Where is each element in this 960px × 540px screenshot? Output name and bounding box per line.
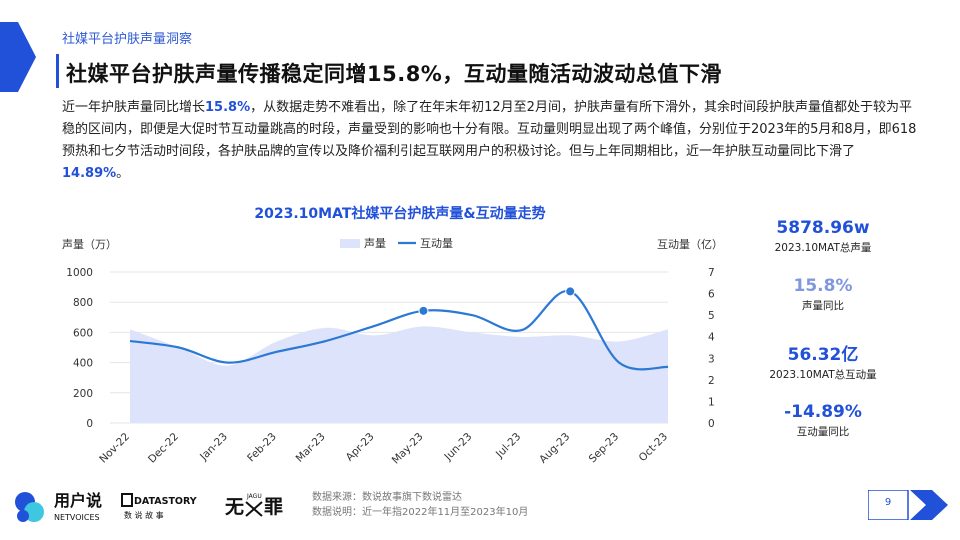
legend-label-interaction: 互动量 bbox=[420, 237, 453, 250]
footer-logos: 用户说 NETVOICES DATASTORY 数 说 故 事 无 JAGU 罪 bbox=[15, 491, 283, 522]
x-tick-label: May-23 bbox=[390, 431, 426, 467]
corner-decoration bbox=[0, 22, 36, 92]
section-label: 社媒平台护肤声量洞察 bbox=[62, 32, 193, 47]
kpi-value: 56.32亿 bbox=[787, 345, 859, 365]
y-tick-right: 7 bbox=[708, 267, 715, 279]
summary-highlight-interaction: 14.89% bbox=[62, 166, 117, 181]
x-tick-label: Mar-23 bbox=[294, 431, 328, 465]
note-line: 数据说明：近一年指2022年11月至2023年10月 bbox=[312, 507, 529, 518]
summary-part: 近一年护肤声量同比增长 bbox=[62, 100, 206, 115]
kpi-label: 2023.10MAT总互动量 bbox=[769, 369, 877, 381]
wuxie-logo-small: JAGU bbox=[246, 493, 262, 500]
y-tick-right: 3 bbox=[708, 353, 715, 365]
datastory-en: DATASTORY bbox=[134, 496, 197, 507]
datastory-logo-icon bbox=[121, 493, 133, 507]
wuxie-logo-cross-icon bbox=[245, 501, 263, 517]
y-tick-left: 800 bbox=[73, 297, 93, 309]
y-tick-right: 4 bbox=[708, 332, 715, 344]
y-axis-left-label: 声量（万） bbox=[62, 237, 117, 251]
kpi-label: 声量同比 bbox=[802, 300, 844, 312]
wuxie-logo-left: 无 bbox=[225, 496, 244, 518]
kpi-card: -14.89% 互动量同比 bbox=[748, 402, 898, 439]
x-tick-label: Sep-23 bbox=[587, 431, 622, 466]
netvoices-logo-icon bbox=[15, 492, 44, 522]
x-tick-label: Jul-23 bbox=[493, 431, 523, 461]
chart-title: 2023.10MAT社媒平台护肤声量&互动量走势 bbox=[254, 206, 546, 222]
x-tick-label: Nov-22 bbox=[97, 431, 132, 466]
brand-en: NETVOICES bbox=[54, 513, 100, 522]
data-point-marker bbox=[418, 305, 429, 316]
line-series-interaction bbox=[129, 290, 669, 371]
brand-cn: 用户说 bbox=[54, 491, 102, 510]
kpi-value: 5878.96w bbox=[776, 218, 870, 238]
x-tick-label: Jun-23 bbox=[442, 431, 475, 464]
wuxie-logo-right: 罪 bbox=[264, 496, 283, 518]
x-tick-label: Jan-23 bbox=[197, 431, 230, 464]
x-tick-label: Feb-23 bbox=[245, 431, 279, 465]
trend-chart: 声量（万） 互动量（亿） 声量 互动量 0 200 400 600 800 1000 0 1 2 3 4 5 6… bbox=[62, 236, 723, 467]
x-tick-label: Oct-23 bbox=[637, 431, 670, 464]
kpi-label: 2023.10MAT总声量 bbox=[774, 242, 872, 254]
x-tick-label: Apr-23 bbox=[344, 431, 377, 464]
x-tick-label: Aug-23 bbox=[537, 431, 572, 466]
kpi-card: 5878.96w 2023.10MAT总声量 bbox=[748, 218, 898, 255]
y-tick-right: 0 bbox=[708, 418, 715, 430]
data-source: 数据来源：数说故事旗下数说雷达 数据说明：近一年指2022年11月至2023年1… bbox=[312, 490, 528, 520]
summary-highlight-volume: 15.8% bbox=[205, 100, 251, 115]
datastory-cn: 数 说 故 事 bbox=[124, 510, 164, 520]
kpi-value: 15.8% bbox=[793, 276, 853, 296]
y-tick-right: 6 bbox=[708, 289, 715, 301]
legend-swatch-volume bbox=[340, 239, 360, 248]
summary-text: 近一年护肤声量同比增长15.8%，从数据走势不难看出，除了在年末年初12月至2月… bbox=[62, 97, 922, 185]
y-axis-right-label: 互动量（亿） bbox=[657, 238, 723, 251]
page-badge bbox=[868, 490, 948, 520]
data-point-marker bbox=[565, 286, 576, 297]
x-tick-label: Dec-22 bbox=[146, 431, 181, 466]
y-tick-left: 200 bbox=[73, 388, 93, 400]
source-line: 数据来源：数说故事旗下数说雷达 bbox=[312, 492, 462, 503]
y-tick-left: 400 bbox=[73, 358, 93, 370]
kpi-label: 互动量同比 bbox=[796, 426, 850, 438]
page-title: 社媒平台护肤声量传播稳定同增15.8%，互动量随活动波动总值下滑 bbox=[66, 62, 722, 86]
kpi-value: -14.89% bbox=[784, 402, 862, 422]
y-tick-left: 0 bbox=[86, 418, 93, 430]
summary-part: ，从数据走势不难看出，除了在年末年初12月至2月间，护肤声量有所下滑外，其余时间… bbox=[62, 100, 917, 159]
y-tick-right: 1 bbox=[708, 396, 715, 408]
title-accent-bar bbox=[56, 54, 59, 88]
kpi-card: 56.32亿 2023.10MAT总互动量 bbox=[748, 340, 898, 382]
y-tick-right: 5 bbox=[708, 310, 715, 322]
y-tick-left: 1000 bbox=[66, 267, 93, 279]
legend-label-volume: 声量 bbox=[364, 236, 386, 250]
kpi-card: 15.8% 声量同比 bbox=[748, 276, 898, 313]
page-number: 9 bbox=[884, 497, 892, 508]
y-tick-right: 2 bbox=[708, 375, 715, 387]
summary-part: 。 bbox=[116, 166, 130, 181]
area-series-volume bbox=[130, 326, 668, 423]
y-tick-left: 600 bbox=[73, 327, 93, 339]
